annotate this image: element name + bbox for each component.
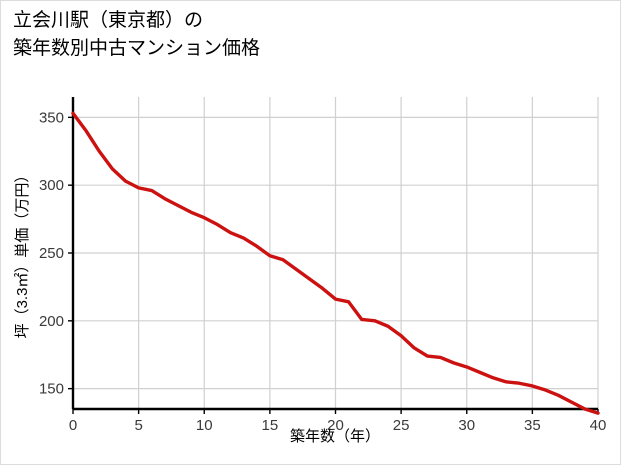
x-tick-label: 5 — [134, 417, 142, 434]
x-tick-label: 0 — [69, 417, 77, 434]
y-tick-label: 150 — [39, 381, 64, 398]
y-tick-label: 250 — [39, 245, 64, 262]
x-tick-label: 10 — [196, 417, 213, 434]
y-tick-label: 350 — [39, 109, 64, 126]
x-tick-label: 20 — [327, 417, 344, 434]
x-tick-label: 35 — [524, 417, 541, 434]
x-axis-title: 築年数（年） — [290, 427, 380, 445]
x-tick-label: 15 — [262, 417, 279, 434]
x-tick-label: 30 — [458, 417, 475, 434]
x-tick-label: 25 — [393, 417, 410, 434]
gridlines-group — [73, 97, 599, 409]
y-tick-label: 300 — [39, 177, 64, 194]
data-series-line — [71, 111, 600, 415]
x-tick-label: 40 — [590, 417, 607, 434]
chart-title: 立会川駅（東京都）の 築年数別中古マンション価格 — [13, 10, 261, 59]
y-tick-label: 200 — [39, 313, 64, 330]
y-axis-ticks-group: 150 200 250 300 350 — [39, 109, 73, 398]
y-axis-title: 坪（3.3㎡）単価（万円） — [14, 168, 31, 339]
